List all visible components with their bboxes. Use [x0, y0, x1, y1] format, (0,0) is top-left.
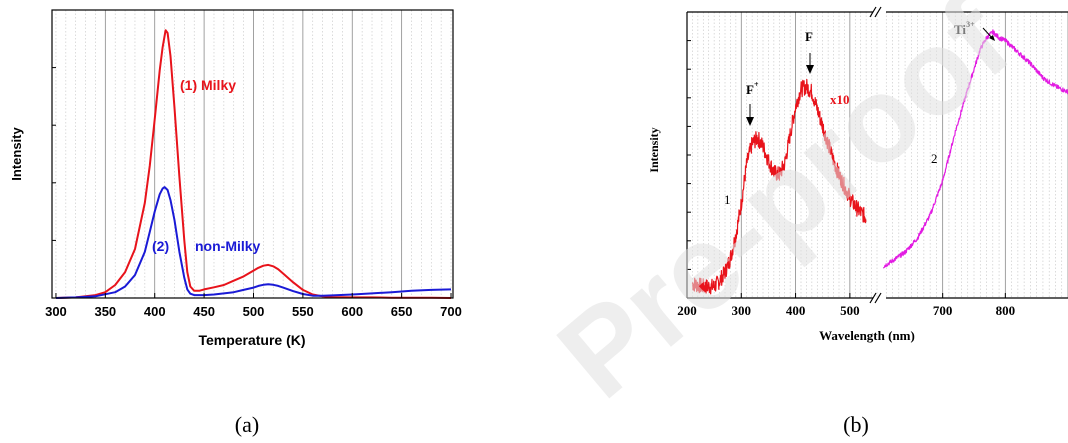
series-2-label: 2 — [931, 151, 938, 166]
panel-a-x-ticks: 300 350 400 450 500 550 600 650 700 — [45, 293, 462, 319]
panel-b-x-ticks: 200 300 400 500 700 800 — [677, 293, 1015, 318]
x-tick-label: 800 — [996, 303, 1016, 318]
axis-break-mark — [869, 6, 877, 18]
panel-b-xlabel: Wavelength (nm) — [819, 328, 915, 343]
panel-b-frame — [686, 6, 1068, 304]
panel-a-caption: (a) — [235, 412, 259, 437]
panel-a-series — [55, 29, 452, 299]
non-milky-number: (2) — [152, 238, 169, 254]
x-tick-label: 500 — [840, 303, 860, 318]
f-plus-label: F+ — [746, 80, 759, 97]
x-tick-label: 550 — [292, 304, 314, 319]
f-plus-arrow-head — [746, 117, 754, 126]
ti-sup: 3+ — [966, 20, 975, 29]
x-tick-label: 600 — [341, 304, 363, 319]
f-label: F — [805, 29, 813, 44]
x10-label: x10 — [830, 92, 850, 107]
x-tick-label: 400 — [144, 304, 166, 319]
panel-b-caption: (b) — [843, 412, 869, 437]
series-1-label: 1 — [724, 192, 731, 207]
x-tick-label: 700 — [440, 304, 462, 319]
x-tick-label: 650 — [391, 304, 413, 319]
ti-text: Ti — [954, 22, 966, 37]
axis-break-mark — [874, 6, 882, 18]
x-tick-label: 700 — [933, 303, 953, 318]
panel-a-frame — [51, 9, 454, 299]
panel-b-y-ticks — [687, 40, 691, 270]
panel-a-ylabel: Intensity — [9, 127, 24, 181]
panel-a-y-ticks — [52, 9, 56, 241]
panel-a-xlabel: Temperature (K) — [198, 332, 305, 348]
x-tick-label: 200 — [677, 303, 697, 318]
watermark: Pre-proof — [534, 0, 1035, 423]
panel-a-grid — [55, 10, 452, 298]
non-milky-label: non-Milky — [195, 238, 261, 254]
panel-b-series — [691, 29, 1068, 295]
x-tick-label: 400 — [786, 303, 806, 318]
panel-b: 200 300 400 500 700 800 Wavelength (nm) Inten… — [647, 6, 1068, 437]
milky-label: (1) Milky — [180, 77, 236, 93]
f-plus-text: F — [746, 82, 754, 97]
x-tick-label: 450 — [193, 304, 215, 319]
series-line-2 — [55, 186, 452, 299]
x-tick-label: 350 — [94, 304, 116, 319]
axis-break-mark — [874, 292, 882, 304]
spectrum-line-2 — [882, 29, 1068, 269]
panel-a: 300 350 400 450 500 550 600 650 700 Temperature … — [9, 9, 462, 437]
x-tick-label: 500 — [243, 304, 265, 319]
x-tick-label: 300 — [45, 304, 67, 319]
x-tick-label: 300 — [732, 303, 752, 318]
f-plus-sup: + — [754, 80, 759, 89]
ti-label: Ti3+ — [954, 20, 975, 37]
ti-arrow-head — [989, 35, 995, 41]
axis-break-mark — [869, 292, 877, 304]
panel-b-ylabel: Intensity — [647, 127, 661, 172]
spectrum-line-1 — [691, 78, 867, 295]
f-arrow-head — [806, 65, 814, 74]
